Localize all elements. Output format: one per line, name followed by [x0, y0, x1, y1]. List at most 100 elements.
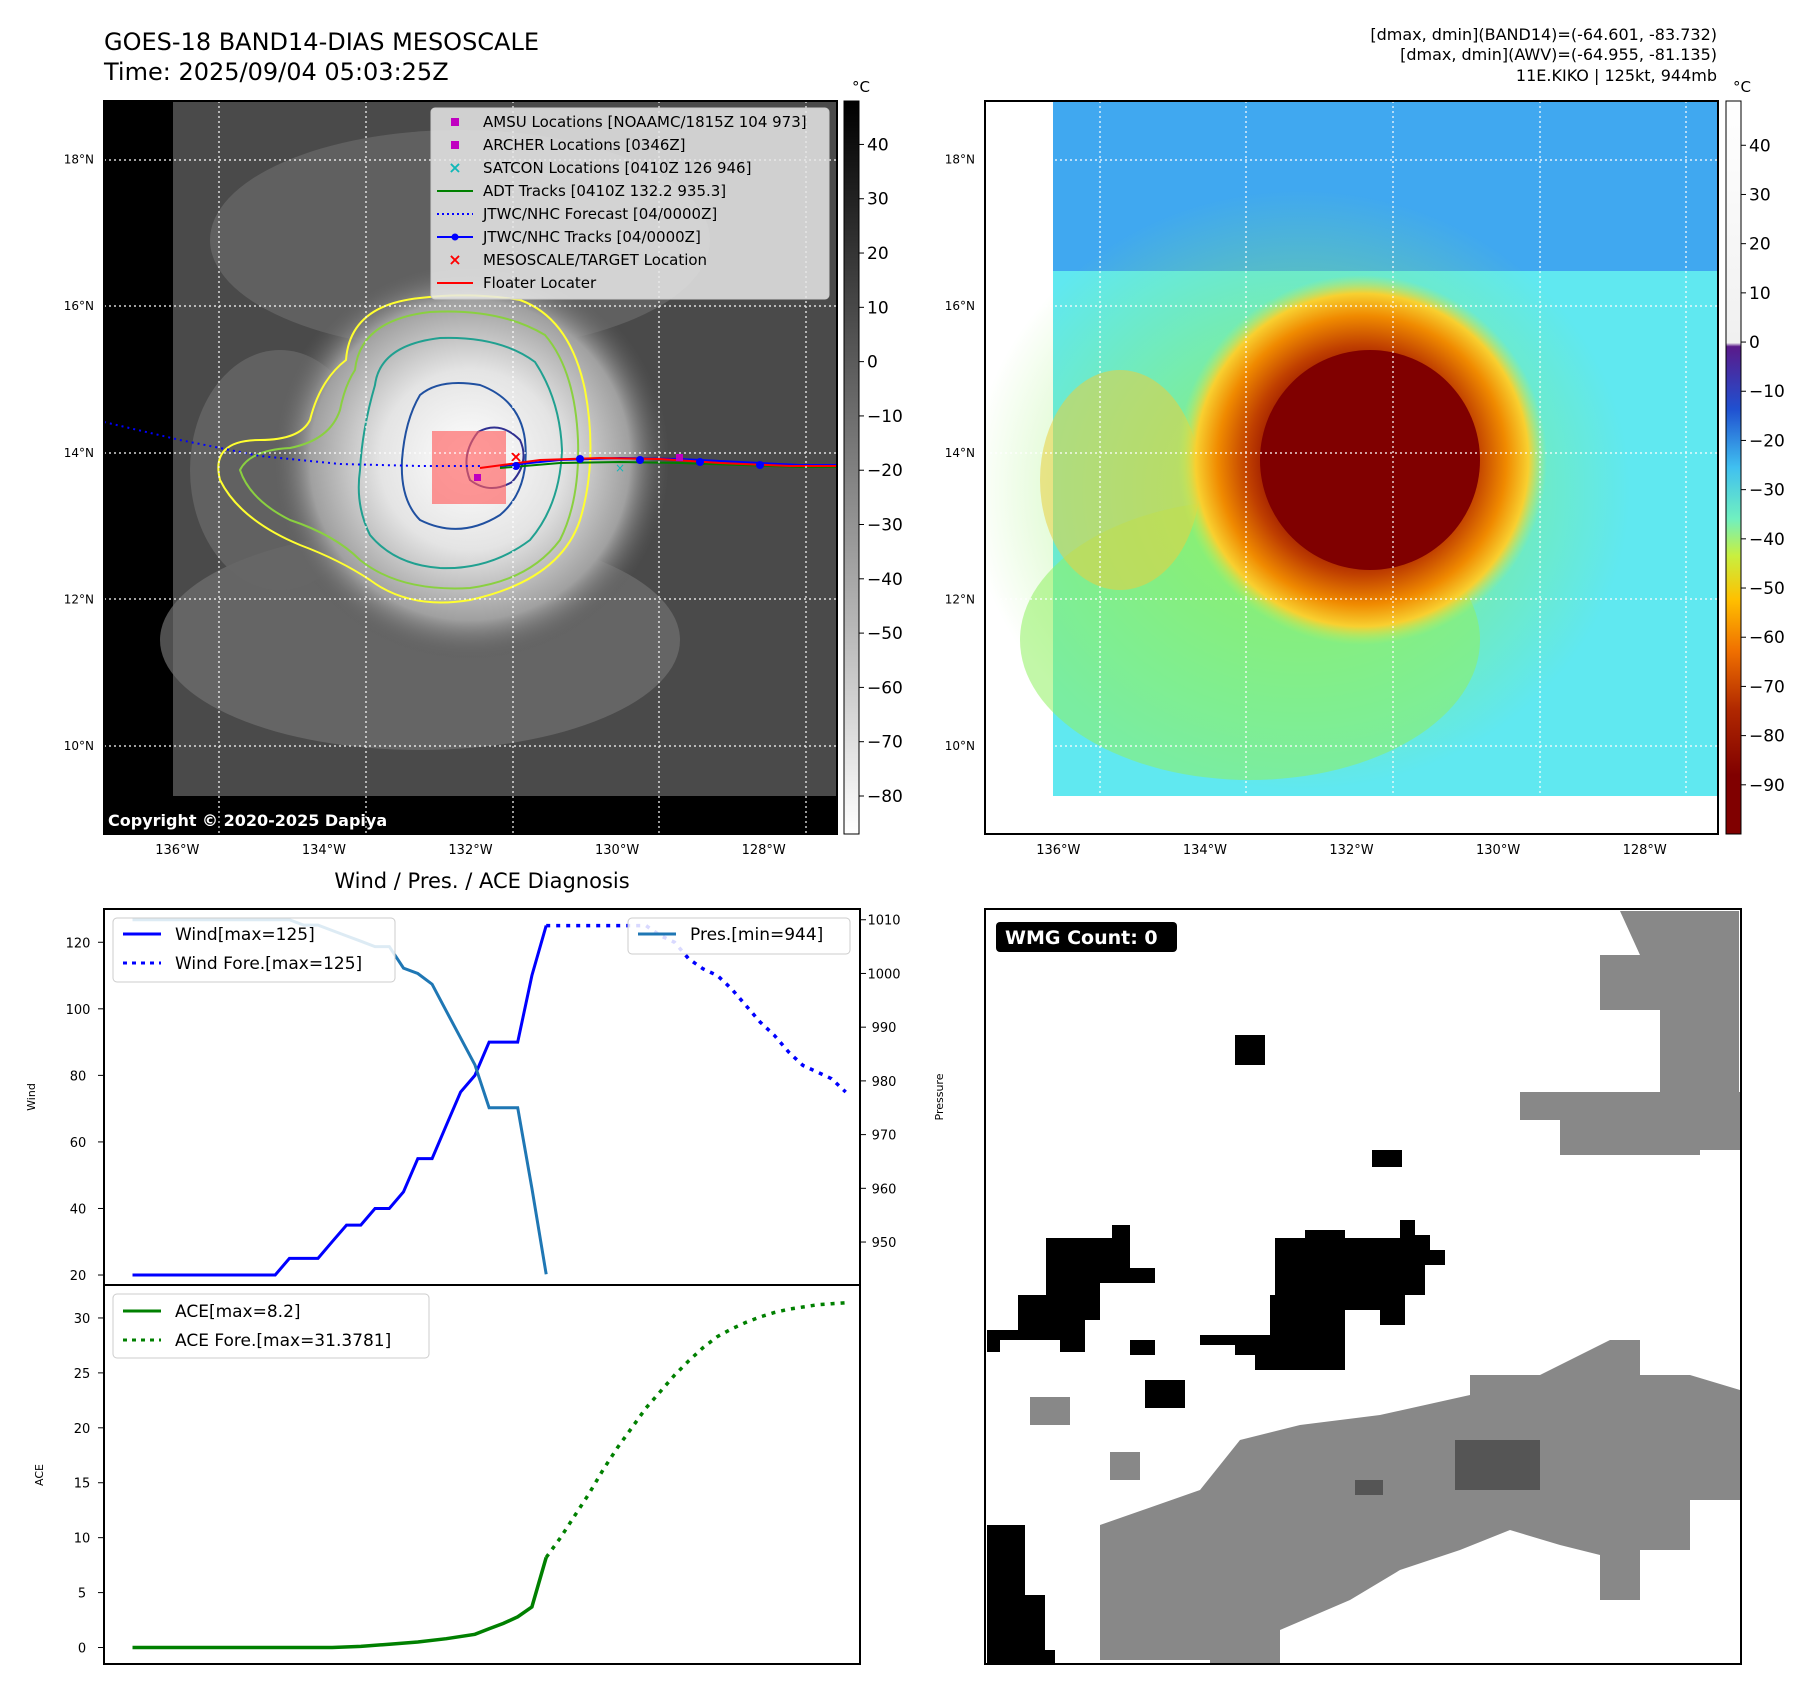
- awv-gridlines: [985, 101, 1718, 834]
- pressure-tick-label: 980: [872, 1075, 897, 1090]
- map-legend-label: JTWC/NHC Forecast [04/0000Z]: [482, 205, 717, 223]
- map-legend-label: ARCHER Locations [0346Z]: [483, 136, 686, 154]
- map-legend-label: JTWC/NHC Tracks [04/0000Z]: [482, 228, 701, 246]
- colorbar-tick-label: 10: [867, 298, 889, 318]
- ir-map-frame: [103, 100, 838, 835]
- wmg-black-patch: [1130, 1340, 1155, 1355]
- wmg-gray-region-east: [1520, 1092, 1740, 1155]
- gray-colorbar-unit: °C: [852, 78, 870, 96]
- map-legend-label: SATCON Locations [0410Z 126 946]: [483, 159, 751, 177]
- ace-legend-label: ACE[max=8.2]: [175, 1302, 301, 1322]
- floater-track: [479, 456, 837, 469]
- awv-map-frame: [984, 100, 1719, 835]
- wmg-gray-region-northeast: [1600, 911, 1739, 1130]
- ir-contour-green: [238, 310, 580, 590]
- wind-tick-label: 40: [70, 1202, 87, 1217]
- colorbar-tick-label: −30: [1749, 481, 1785, 501]
- pressure-axis: 1010 1000 990 980 970 960 950: [860, 914, 901, 1251]
- colorbar-tick-label: 0: [867, 353, 878, 373]
- wmg-panel: WMG Count: 0: [984, 908, 1742, 1665]
- ace-tick-label: 15: [74, 1477, 91, 1492]
- stats-storm: 11E.KIKO | 125kt, 944mb: [1516, 66, 1717, 85]
- ir-axis-labels: 136°W 134°W 132°W 130°W 128°W 18°N 16°N 14°N 12°…: [64, 153, 786, 858]
- color-colorbar-ticks: 40 30 20 10 0 −10 −20 −30 −40 −50 −60 −70 −80 −90: [1741, 136, 1785, 796]
- jtwc-track-point: [512, 462, 520, 470]
- lon-tick-label: 130°W: [595, 843, 639, 858]
- ace-axis-label: ACE: [33, 1464, 46, 1486]
- colorbar-tick-label: 0: [1749, 333, 1760, 353]
- colorbar-tick-label: −40: [1749, 530, 1785, 550]
- colorbar-tick-label: −40: [867, 570, 903, 590]
- archer-location-marker: [474, 474, 481, 481]
- wmg-black-region-center: [1200, 1220, 1445, 1370]
- lon-tick-label: 134°W: [1183, 843, 1227, 858]
- wind-fore-legend-label: Wind Fore.[max=125]: [175, 954, 362, 974]
- legend-x-marker: ×: [448, 250, 461, 269]
- jtwc-track-point: [636, 456, 644, 464]
- colorbar-tick-label: −70: [1749, 677, 1785, 697]
- map-legend-label: Floater Locater: [483, 274, 597, 292]
- jtwc-track-point: [696, 458, 704, 466]
- wind-tick-label: 120: [66, 936, 91, 951]
- lat-tick-label: 10°N: [64, 739, 94, 753]
- ace-tick-label: 0: [78, 1642, 86, 1657]
- pressure-tick-label: 1010: [867, 914, 900, 929]
- colorbar-tick-label: 40: [867, 135, 889, 155]
- lat-tick-label: 14°N: [945, 446, 975, 460]
- lon-tick-label: 134°W: [302, 843, 346, 858]
- wind-tick-label: 20: [70, 1269, 87, 1284]
- lon-tick-label: 136°W: [1036, 843, 1080, 858]
- colorbar-tick-label: −30: [867, 516, 903, 536]
- colorbar-tick-label: −80: [867, 787, 903, 807]
- colorbar-tick-label: 20: [1749, 235, 1771, 255]
- title-product: GOES-18 BAND14-DIAS MESOSCALE: [104, 28, 539, 56]
- wind-tick-label: 80: [70, 1069, 87, 1084]
- map-legend-label: AMSU Locations [NOAAMC/1815Z 104 973]: [483, 113, 807, 131]
- ace-tick-label: 5: [78, 1587, 86, 1602]
- ace-tick-label: 10: [74, 1532, 91, 1547]
- wind-tick-label: 60: [70, 1136, 87, 1151]
- colorbar-tick-label: 10: [1749, 284, 1771, 304]
- map-legend-label: ADT Tracks [0410Z 132.2 935.3]: [483, 182, 726, 200]
- legend-dot: [451, 233, 459, 241]
- wmg-gray-patch: [1110, 1452, 1140, 1480]
- legend-square-marker: [451, 118, 459, 126]
- lon-tick-label: 132°W: [448, 843, 492, 858]
- wmg-frame: [984, 908, 1742, 1665]
- colorbar-tick-label: 40: [1749, 136, 1771, 156]
- colorbar-tick-label: −10: [867, 407, 903, 427]
- wind-legend-box: [112, 917, 396, 983]
- gray-colorbar-ticks: 40 30 20 10 0 −10 −20 −30 −40 −50 −60 −70 −80: [859, 135, 903, 807]
- colorbar-tick-label: −90: [1749, 776, 1785, 796]
- lat-tick-label: 12°N: [945, 592, 975, 606]
- lat-tick-label: 16°N: [64, 299, 94, 313]
- title-time: Time: 2025/09/04 05:03:25Z: [103, 58, 449, 86]
- ace-tick-label: 20: [74, 1422, 91, 1437]
- wmg-black-region-south-west: [987, 1525, 1055, 1664]
- lat-tick-label: 18°N: [945, 153, 975, 167]
- ir-contour-teal-inner: [400, 382, 527, 530]
- colorbar-tick-label: −50: [867, 624, 903, 644]
- gray-colorbar: [843, 100, 860, 835]
- lat-tick-label: 14°N: [64, 446, 94, 460]
- pressure-tick-label: 960: [872, 1182, 897, 1197]
- ace-legend: ACE[max=8.2] ACE Fore.[max=31.3781]: [112, 1293, 430, 1359]
- wmg-gray-patch: [1030, 1397, 1070, 1425]
- legend-x-marker: ×: [448, 158, 461, 177]
- lat-tick-label: 18°N: [64, 153, 94, 167]
- jtwc-track-point: [756, 461, 764, 469]
- ir-map-panel: × × AMSU Locations [NOAAMC/1815Z 104 973…: [104, 101, 837, 834]
- color-colorbar-unit: °C: [1733, 78, 1751, 96]
- colorbar-tick-label: −80: [1749, 727, 1785, 747]
- pressure-tick-label: 990: [872, 1021, 897, 1036]
- wmg-black-patch: [1145, 1380, 1185, 1408]
- wmg-count-badge: [996, 922, 1177, 952]
- awv-storm-eye-region: [1260, 350, 1480, 570]
- mesoscale-target-marker: ×: [509, 447, 522, 466]
- amsu-location-marker: [676, 454, 683, 461]
- stats-band14: [dmax, dmin](BAND14)=(-64.601, -83.732): [1370, 25, 1717, 44]
- lon-tick-label: 128°W: [742, 843, 786, 858]
- lon-tick-label: 130°W: [1476, 843, 1520, 858]
- wmg-black-patch: [1235, 1035, 1265, 1065]
